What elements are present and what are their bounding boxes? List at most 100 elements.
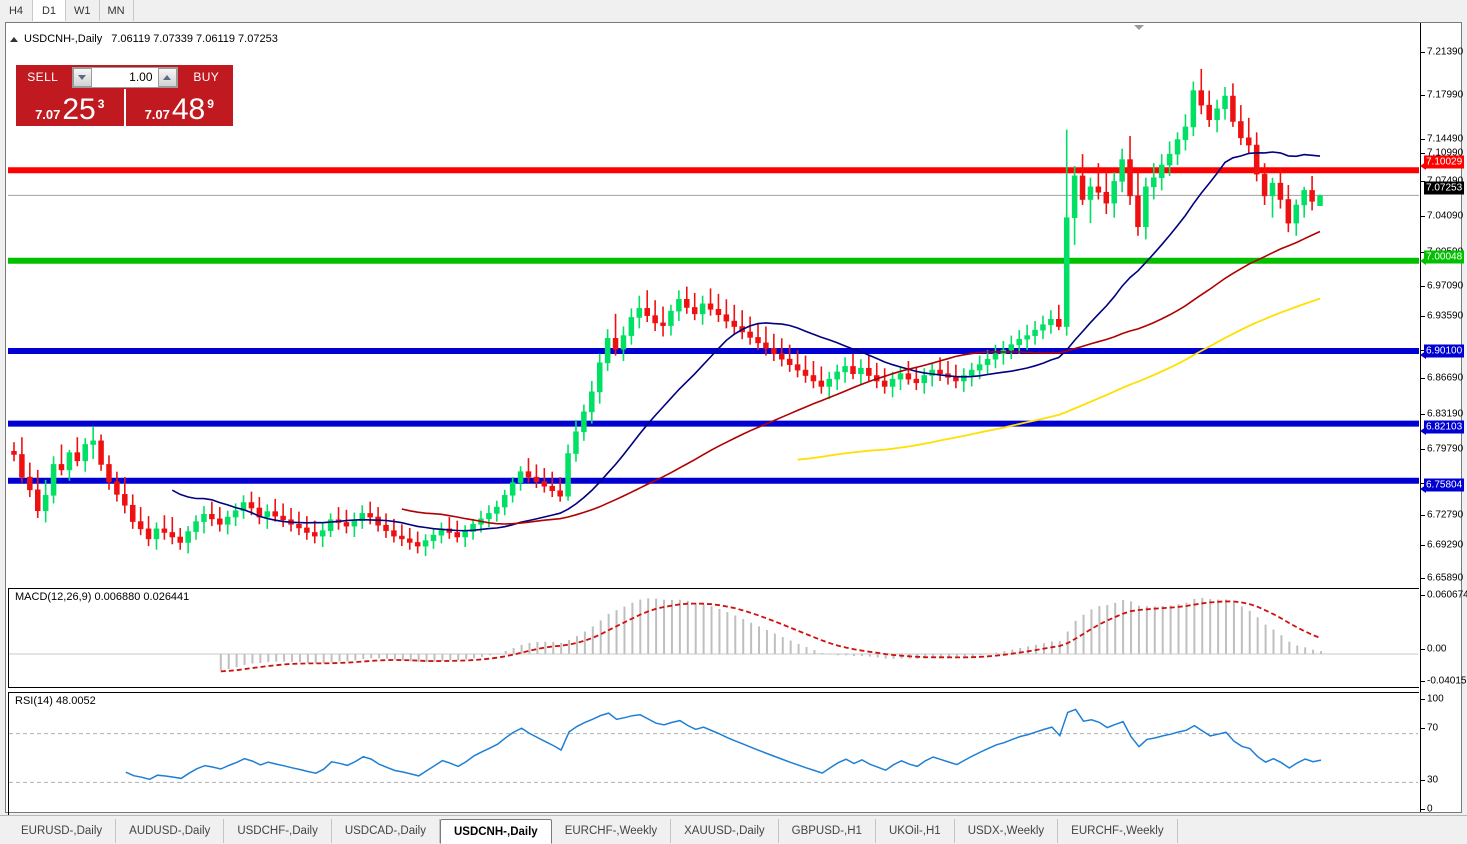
buy-label[interactable]: BUY bbox=[193, 70, 220, 84]
chart-tab-1[interactable]: AUDUSD-,Daily bbox=[116, 819, 225, 843]
timeframe-tab-h4[interactable]: H4 bbox=[0, 0, 33, 21]
sell-button[interactable]: 7.07 25 3 bbox=[16, 89, 124, 127]
axis-tick bbox=[1421, 153, 1425, 154]
axis-tick bbox=[1421, 780, 1425, 781]
price-tick-label: 7.04090 bbox=[1427, 210, 1464, 222]
rsi-line bbox=[125, 708, 1322, 781]
price-tick-label: 6.79790 bbox=[1427, 443, 1464, 455]
timeframe-toolbar-filler bbox=[133, 0, 1467, 21]
oct-controls-row: SELL 1.00 BUY bbox=[16, 65, 233, 89]
price-tick-label: 7.07490 bbox=[1427, 176, 1463, 187]
symbol-ohlc-line: USDCNH-,Daily 7.06119 7.07339 7.06119 7.… bbox=[10, 32, 278, 46]
timeframe-toolbar: H4 D1 W1 MN bbox=[0, 0, 1467, 21]
chart-tab-bar: EURUSD-,Daily AUDUSD-,Daily USDCHF-,Daily U… bbox=[0, 815, 1467, 844]
axis-tick bbox=[1421, 728, 1425, 729]
axis-tick bbox=[1421, 378, 1425, 379]
axis-tick bbox=[1421, 681, 1425, 682]
macd-histogram bbox=[219, 597, 1322, 671]
timeframe-tab-list: H4 D1 W1 MN bbox=[0, 0, 1467, 21]
chart-tab-3[interactable]: USDCAD-,Daily bbox=[332, 819, 440, 843]
price-tick-label: 7.14490 bbox=[1427, 133, 1464, 145]
chart-tab-8[interactable]: UKOil-,H1 bbox=[876, 819, 955, 843]
axis-tick bbox=[1421, 350, 1425, 351]
timeframe-tab-w1[interactable]: W1 bbox=[66, 0, 100, 21]
axis-tick bbox=[1421, 649, 1425, 650]
price-tick-label: 7.17990 bbox=[1427, 89, 1464, 101]
buy-button[interactable]: 7.07 48 9 bbox=[126, 89, 234, 127]
rsi-indicator-panel[interactable]: RSI(14) 48.0052 bbox=[8, 692, 1419, 816]
price-tick-label: 6.69290 bbox=[1427, 539, 1464, 551]
macd-indicator-panel[interactable]: MACD(12,26,9) 0.006880 0.026441 bbox=[8, 588, 1419, 688]
price-tick-label: 6.65890 bbox=[1427, 572, 1464, 584]
sell-price-fraction: 3 bbox=[97, 97, 105, 111]
oct-price-row: 7.07 25 3 7.07 48 9 bbox=[16, 89, 233, 127]
volume-input[interactable]: 1.00 bbox=[91, 67, 158, 87]
buy-price-big: 48 bbox=[171, 93, 206, 126]
sell-price-prefix: 7.07 bbox=[35, 107, 61, 122]
moving-average-line bbox=[171, 151, 1321, 532]
chart-tab-5[interactable]: EURCHF-,Weekly bbox=[552, 819, 672, 843]
timeframe-tab-mn[interactable]: MN bbox=[99, 0, 134, 21]
rsi-chart-svg bbox=[9, 708, 1418, 783]
chart-tab-4[interactable]: USDCNH-,Daily bbox=[439, 819, 552, 844]
price-scale-axis[interactable]: 7.21390 7.17990 7.14490 7.10990 7.07490 7.040… bbox=[1420, 23, 1467, 815]
macd-tick-label: 0.060674 bbox=[1427, 589, 1467, 601]
chart-tab-2[interactable]: USDCHF-,Daily bbox=[224, 819, 332, 843]
axis-tick bbox=[1421, 139, 1425, 140]
axis-tick bbox=[1421, 95, 1425, 96]
chevron-down-icon bbox=[78, 74, 86, 80]
price-chart-svg bbox=[8, 68, 1419, 557]
volume-decrement-button[interactable] bbox=[72, 67, 92, 87]
chart-window-header bbox=[6, 23, 1461, 33]
timeframe-tab-d1[interactable]: D1 bbox=[33, 0, 66, 21]
price-tick-label: 6.72790 bbox=[1427, 509, 1464, 521]
axis-tick bbox=[1421, 515, 1425, 516]
one-click-trading-panel: SELL 1.00 BUY 7.07 25 3 bbox=[15, 64, 234, 127]
price-level-tag[interactable]: 6.90100 bbox=[1424, 344, 1465, 358]
chart-symbol-label: USDCNH-,Daily bbox=[24, 33, 103, 45]
price-level-tag[interactable]: 7.00048 bbox=[1424, 250, 1465, 264]
triangle-up-icon[interactable] bbox=[10, 36, 18, 42]
macd-chart-svg bbox=[9, 597, 1418, 673]
chart-tab-0[interactable]: EURUSD-,Daily bbox=[8, 819, 117, 843]
axis-tick bbox=[1421, 545, 1425, 546]
buy-price-prefix: 7.07 bbox=[144, 107, 170, 122]
chart-tab-6[interactable]: XAUUSD-,Daily bbox=[671, 819, 779, 843]
axis-tick bbox=[1421, 52, 1425, 53]
buy-price-fraction: 9 bbox=[207, 97, 214, 111]
price-tick-label: 7.10990 bbox=[1427, 147, 1464, 159]
axis-tick bbox=[1421, 449, 1425, 450]
chart-tab-9[interactable]: USDX-,Weekly bbox=[955, 819, 1059, 843]
chevron-down-icon[interactable] bbox=[1134, 25, 1144, 30]
moving-average-line bbox=[401, 230, 1321, 525]
price-chart-plot[interactable] bbox=[8, 48, 1419, 586]
axis-tick bbox=[1421, 286, 1425, 287]
axis-tick bbox=[1421, 699, 1425, 700]
price-tick-label: 6.97090 bbox=[1427, 280, 1464, 292]
chart-tab-10[interactable]: EURCHF-,Weekly bbox=[1058, 819, 1178, 843]
price-level-tag[interactable]: 6.75804 bbox=[1424, 478, 1465, 492]
rsi-label: RSI(14) 48.0052 bbox=[15, 695, 96, 707]
axis-tick bbox=[1421, 252, 1425, 253]
chart-window: USDCNH-,Daily 7.06119 7.07339 7.06119 7.… bbox=[5, 22, 1467, 834]
chart-tab-7[interactable]: GBPUSD-,H1 bbox=[779, 819, 876, 843]
price-level-tag[interactable]: 6.82103 bbox=[1424, 420, 1465, 434]
axis-tick bbox=[1421, 483, 1425, 484]
chart-ohlc-values: 7.06119 7.07339 7.06119 7.07253 bbox=[111, 33, 278, 45]
macd-tick-label: -0.040152 bbox=[1427, 675, 1467, 687]
price-level-tag[interactable]: 7.10029 bbox=[1424, 155, 1465, 169]
sell-price-big: 25 bbox=[62, 93, 96, 126]
macd-label: MACD(12,26,9) 0.006880 0.026441 bbox=[15, 591, 190, 603]
axis-tick bbox=[1421, 316, 1425, 317]
price-tick-label: 6.86690 bbox=[1427, 372, 1464, 384]
volume-stepper[interactable]: 1.00 bbox=[71, 66, 178, 88]
rsi-tick-label: 30 bbox=[1427, 774, 1439, 786]
axis-tick bbox=[1421, 181, 1425, 182]
moving-average-line bbox=[797, 297, 1321, 461]
axis-tick bbox=[1421, 414, 1425, 415]
price-level-tag[interactable]: 7.07253 bbox=[1424, 181, 1465, 195]
sell-label[interactable]: SELL bbox=[27, 70, 59, 84]
volume-increment-button[interactable] bbox=[157, 67, 177, 87]
price-tick-label: 7.21390 bbox=[1427, 46, 1464, 58]
